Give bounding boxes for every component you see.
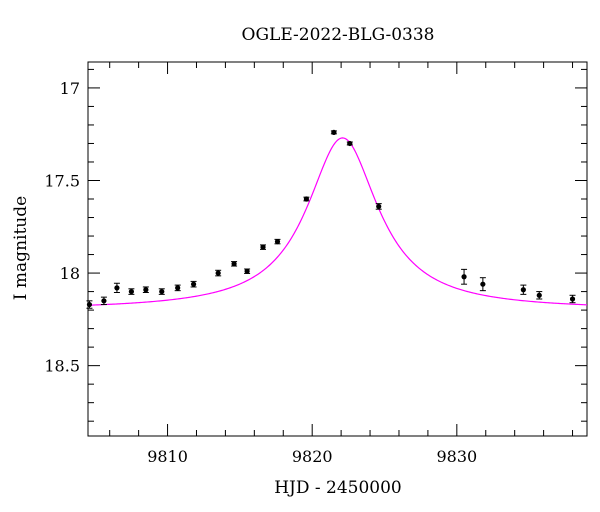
model-curve xyxy=(87,137,588,306)
data-point xyxy=(128,288,134,295)
data-point xyxy=(331,129,337,135)
data-point xyxy=(480,281,486,287)
data-point xyxy=(569,296,576,302)
data-point xyxy=(461,274,467,280)
data-point xyxy=(231,261,237,267)
plot-frame xyxy=(87,61,588,437)
x-tick-label: 9820 xyxy=(292,447,333,466)
y-tick-label: 18 xyxy=(60,264,80,283)
x-tick-label: 9810 xyxy=(147,447,188,466)
data-point xyxy=(303,196,310,202)
y-tick-label: 18.5 xyxy=(44,357,80,376)
data-point xyxy=(215,270,221,276)
data-point xyxy=(244,268,250,274)
plot-area: 9810 9820 9830 17 17.5 18 18.5 xyxy=(44,61,588,466)
data-point xyxy=(175,285,181,291)
data-point xyxy=(159,288,165,295)
x-tick-label: 9830 xyxy=(436,447,477,466)
y-tick-label: 17 xyxy=(60,79,80,98)
data-point xyxy=(86,301,93,308)
data-point xyxy=(143,287,149,293)
data-point xyxy=(274,238,281,245)
data-point xyxy=(114,285,120,291)
y-axis-label: I magnitude xyxy=(11,196,31,300)
data-point xyxy=(260,244,266,250)
data-point xyxy=(376,203,382,210)
data-point xyxy=(536,292,542,298)
data-point xyxy=(101,298,107,304)
data-point xyxy=(347,140,353,147)
data-point xyxy=(520,287,526,293)
data-point xyxy=(190,281,197,287)
y-tick-label: 17.5 xyxy=(44,171,80,190)
x-axis-label: HJD - 2450000 xyxy=(274,478,402,498)
chart-title: OGLE-2022-BLG-0338 xyxy=(242,25,435,45)
